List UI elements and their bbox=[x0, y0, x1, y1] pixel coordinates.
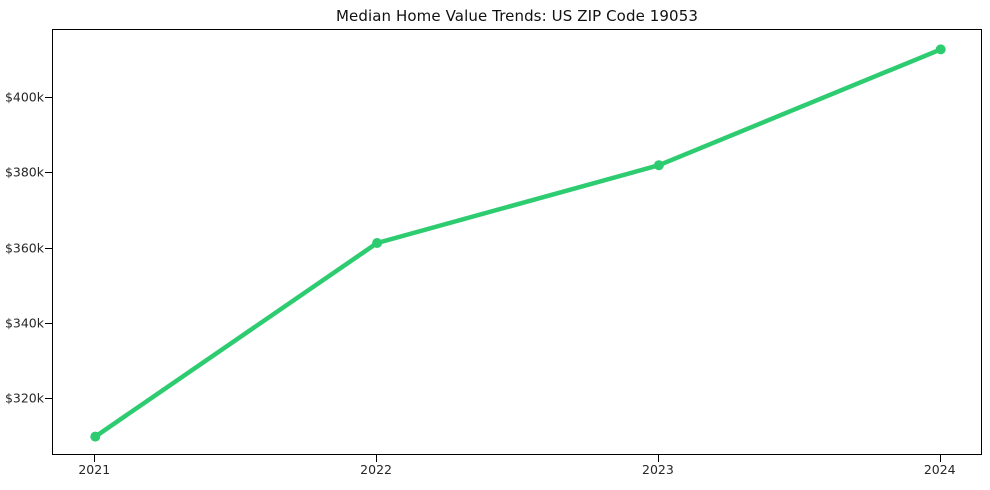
series-line bbox=[93, 47, 943, 439]
data-point-2023 bbox=[653, 160, 664, 171]
data-point-2021 bbox=[90, 431, 101, 442]
x-tick-mark bbox=[657, 455, 659, 462]
y-tick-mark bbox=[45, 172, 52, 174]
x-tick-mark bbox=[376, 455, 378, 462]
y-tick-mark bbox=[45, 97, 52, 99]
x-tick-label: 2021 bbox=[78, 462, 111, 477]
x-tick-label: 2022 bbox=[360, 462, 392, 477]
y-tick-label: $360k bbox=[4, 240, 44, 256]
y-tick-mark bbox=[45, 247, 52, 249]
x-tick-mark bbox=[94, 455, 96, 462]
y-tick-label: $320k bbox=[4, 390, 44, 406]
y-tick-mark bbox=[45, 398, 52, 400]
x-tick-mark bbox=[939, 455, 941, 462]
chart-title: Median Home Value Trends: US ZIP Code 19… bbox=[335, 7, 698, 25]
y-tick-label: $340k bbox=[4, 315, 44, 331]
data-point-2024 bbox=[935, 44, 946, 55]
x-tick-label: 2024 bbox=[923, 462, 956, 477]
y-tick-mark bbox=[45, 322, 52, 324]
line-series-svg bbox=[90, 44, 946, 442]
x-tick-label: 2023 bbox=[642, 462, 674, 477]
y-tick-label: $400k bbox=[4, 89, 44, 105]
plot-area bbox=[52, 29, 982, 455]
y-tick-label: $380k bbox=[4, 164, 44, 180]
data-point-2022 bbox=[372, 238, 383, 248]
